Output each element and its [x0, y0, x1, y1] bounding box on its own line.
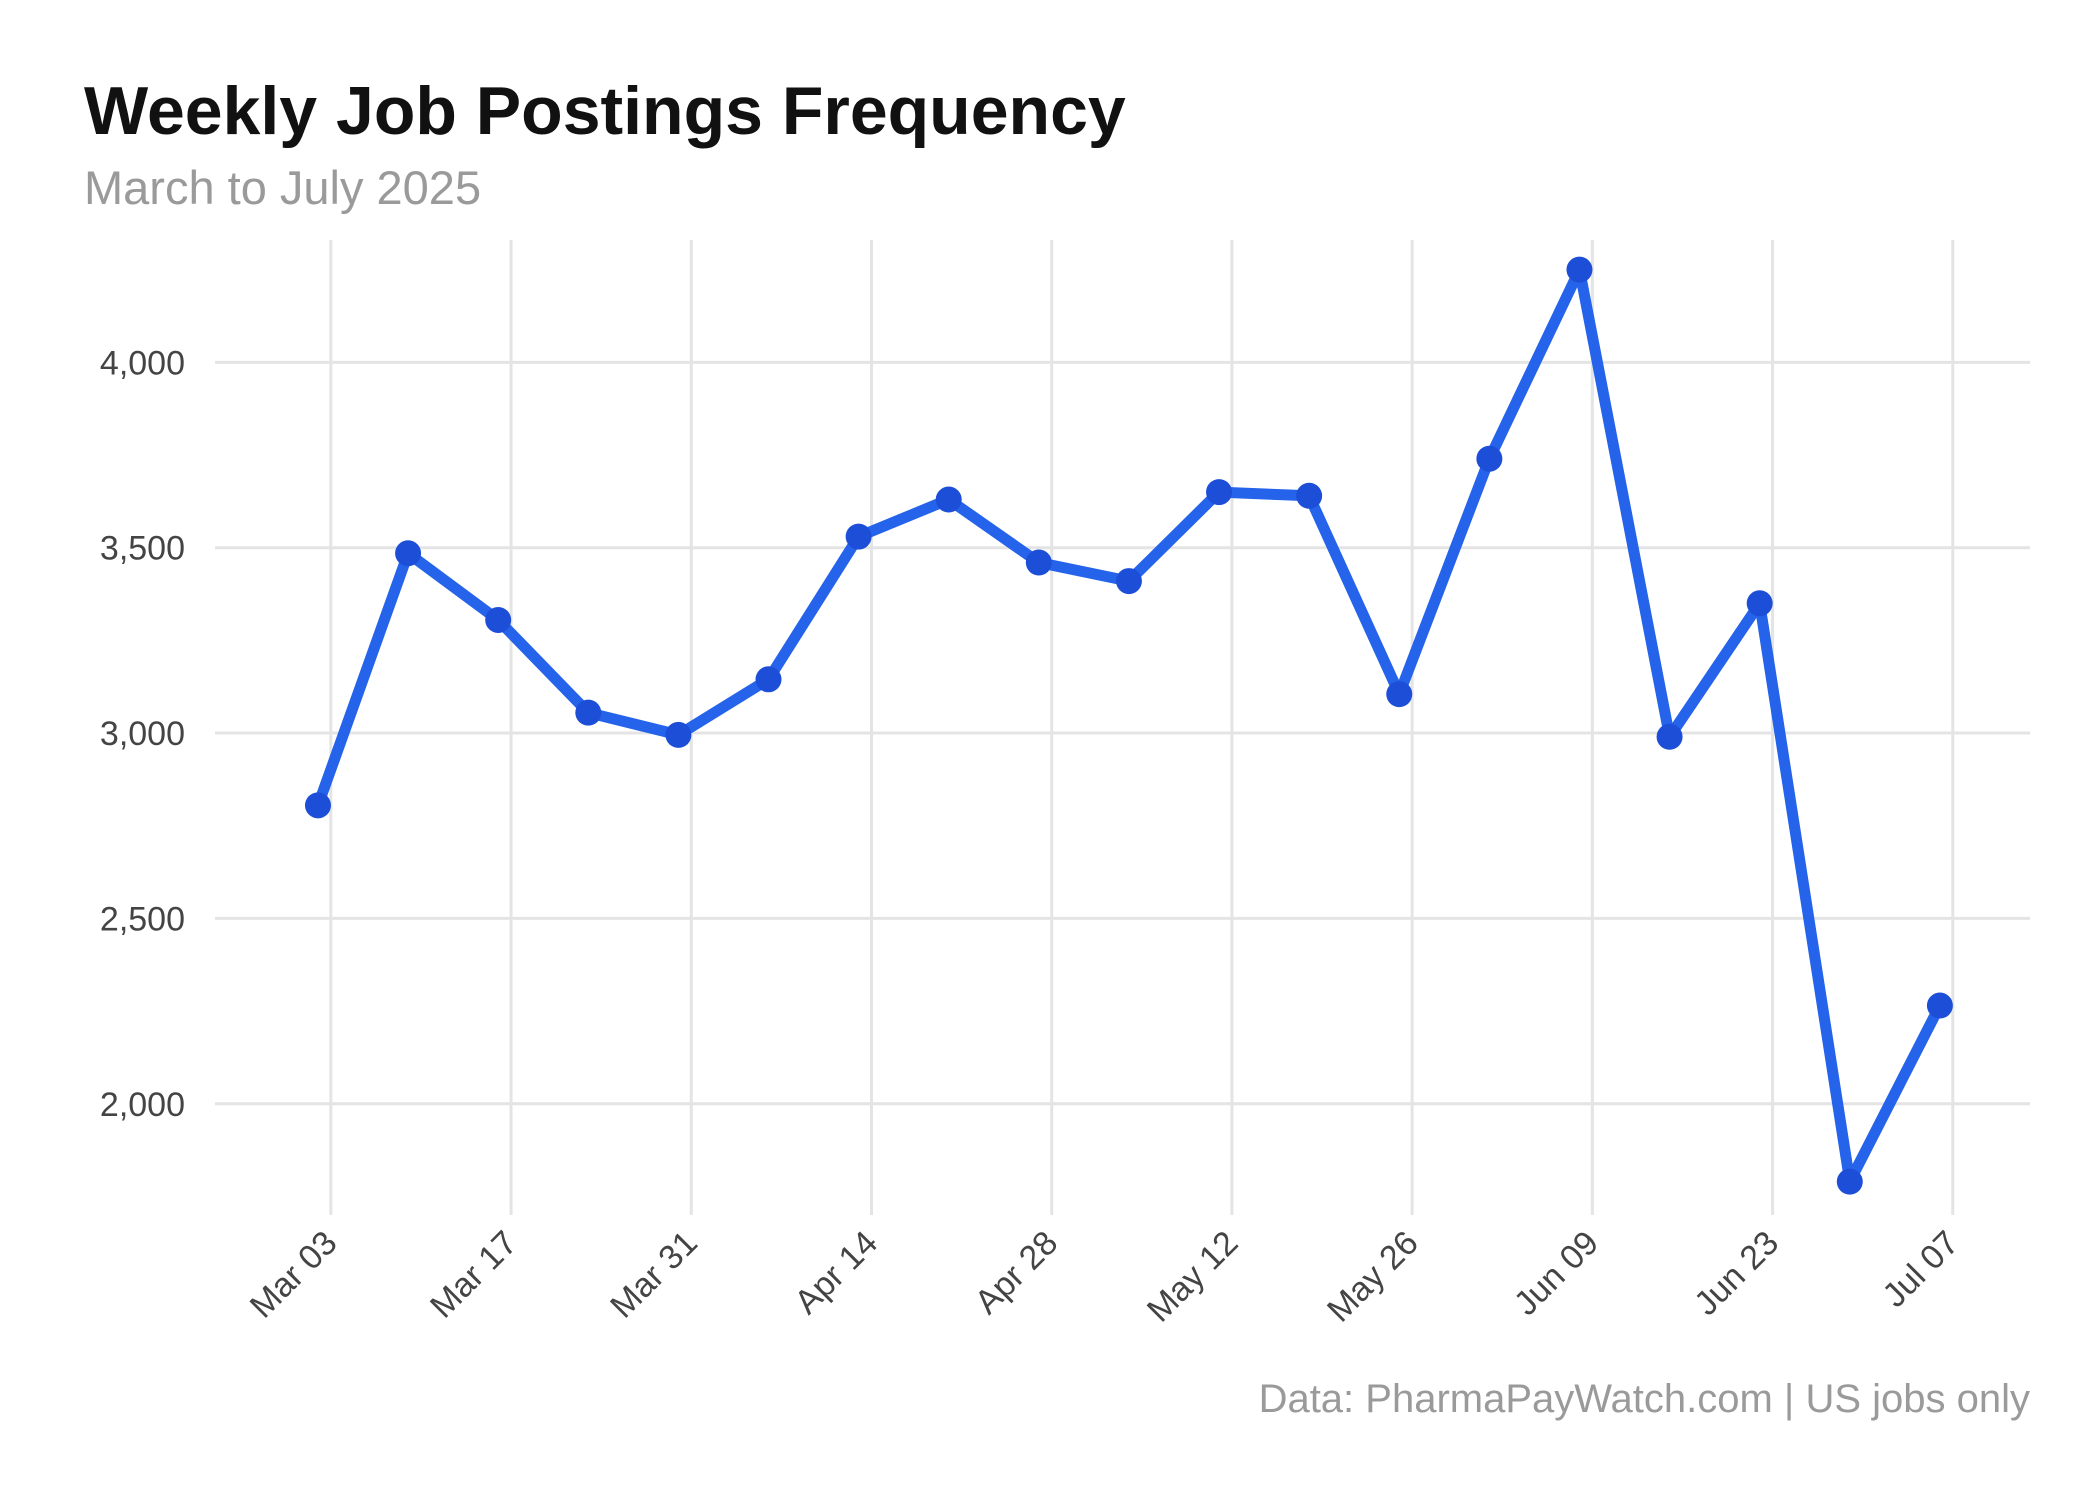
y-tick-label: 2,000: [100, 1086, 185, 1124]
x-tick-label: May 26: [1320, 1224, 1426, 1330]
y-tick-label: 3,000: [100, 715, 185, 753]
x-tick-label: May 12: [1140, 1224, 1246, 1330]
data-point: [1656, 723, 1683, 750]
data-point: [485, 606, 512, 633]
y-axis-ticks: 2,000 2,500 3,000 3,500 4,000: [100, 344, 185, 1123]
y-tick-label: 4,000: [100, 344, 185, 382]
x-axis-ticks: Mar 03 Mar 17 Mar 31 Apr 14 Apr 28 May 12 May …: [243, 1224, 1967, 1330]
x-tick-label: Jun 09: [1507, 1224, 1606, 1323]
series-points-group: [304, 256, 1953, 1195]
y-gridlines: [215, 360, 2030, 1106]
data-point: [935, 486, 962, 513]
x-tick-label: Jun 23: [1687, 1224, 1786, 1323]
x-tick-label: Apr 14: [787, 1224, 885, 1322]
y-tick-label: 3,500: [100, 530, 185, 568]
data-point: [1746, 590, 1773, 617]
data-point: [1836, 1168, 1863, 1195]
y-tick-label: 2,500: [100, 900, 185, 938]
series-line-group: [312, 264, 1946, 1188]
data-point: [845, 523, 872, 550]
chart-subtitle: March to July 2025: [84, 161, 482, 214]
data-point: [1926, 992, 1953, 1019]
data-point: [755, 666, 782, 693]
data-point: [1206, 479, 1233, 506]
data-point: [395, 540, 422, 567]
data-point: [1476, 445, 1503, 472]
chart-title: Weekly Job Postings Frequency: [84, 73, 1126, 149]
data-point: [1566, 256, 1593, 283]
x-gridlines: [329, 240, 1955, 1215]
data-point: [1386, 681, 1413, 708]
x-tick-label: Mar 17: [423, 1224, 525, 1326]
data-point: [1025, 549, 1052, 576]
chart-caption: Data: PharmaPayWatch.com | US jobs only: [1258, 1377, 2030, 1421]
data-point: [304, 792, 331, 819]
series-line: [312, 264, 1946, 1188]
data-point: [665, 721, 692, 748]
data-point: [1296, 482, 1323, 509]
x-tick-label: Mar 03: [243, 1224, 345, 1326]
x-tick-label: Apr 28: [968, 1224, 1066, 1322]
data-point: [1115, 568, 1142, 595]
x-tick-label: Jul 07: [1875, 1224, 1966, 1315]
x-tick-label: Mar 31: [603, 1224, 705, 1326]
data-point: [575, 699, 602, 726]
